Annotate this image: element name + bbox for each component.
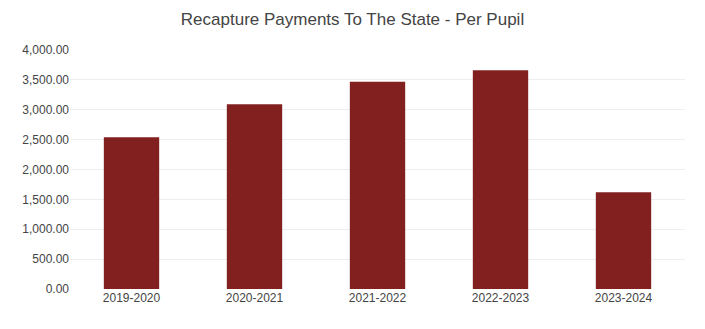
- svg-text:2,500.00: 2,500.00: [22, 133, 69, 147]
- svg-text:2022-2023: 2022-2023: [472, 291, 530, 305]
- svg-text:3,000.00: 3,000.00: [22, 103, 69, 117]
- svg-text:2020-2021: 2020-2021: [226, 291, 284, 305]
- svg-text:2,000.00: 2,000.00: [22, 163, 69, 177]
- svg-text:1,000.00: 1,000.00: [22, 222, 69, 236]
- svg-text:3,500.00: 3,500.00: [22, 73, 69, 87]
- svg-text:2023-2024: 2023-2024: [595, 291, 653, 305]
- svg-text:0.00: 0.00: [46, 282, 70, 296]
- svg-text:4,000.00: 4,000.00: [22, 43, 69, 57]
- svg-text:Recapture Payments To The Stat: Recapture Payments To The State - Per Pu…: [181, 10, 524, 29]
- svg-text:1,500.00: 1,500.00: [22, 193, 69, 207]
- svg-text:2019-2020: 2019-2020: [103, 291, 161, 305]
- svg-text:2021-2022: 2021-2022: [349, 291, 407, 305]
- svg-text:500.00: 500.00: [32, 252, 69, 266]
